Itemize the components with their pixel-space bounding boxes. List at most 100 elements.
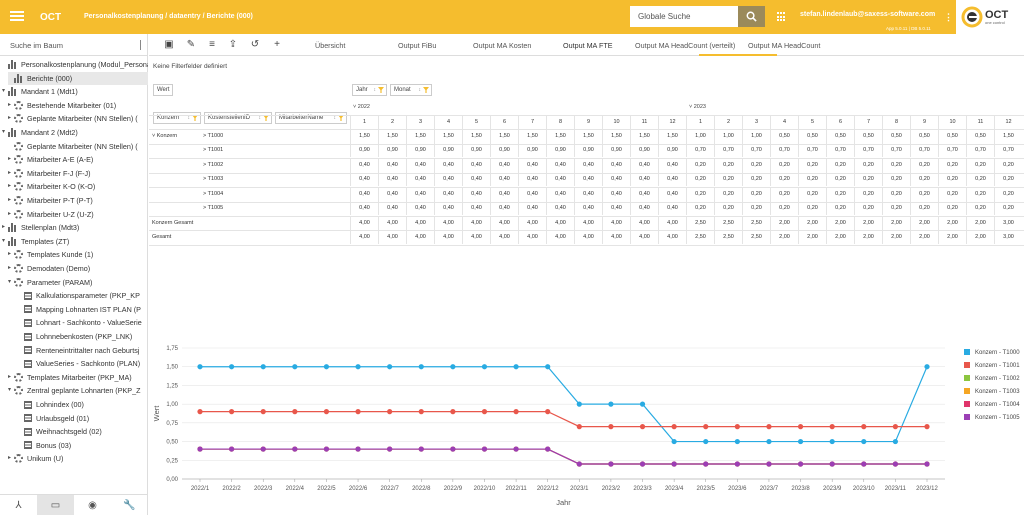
- card-icon[interactable]: ▭: [37, 495, 74, 515]
- tree-node[interactable]: ▸ Mitarbeiter F-J (F-J): [8, 167, 91, 180]
- chevron-down-icon[interactable]: ▾: [2, 88, 6, 95]
- resize-handle[interactable]: [140, 40, 141, 50]
- chevron-down-icon[interactable]: ▾: [8, 278, 12, 285]
- table-cell: 0,20: [798, 201, 826, 215]
- tree-node[interactable]: ▸ Mitarbeiter K-O (K-O): [8, 180, 95, 193]
- wrench-icon[interactable]: ✎: [186, 39, 196, 50]
- tree-node[interactable]: ▸ Bestehende Mitarbeiter (01): [8, 99, 116, 112]
- table-cell: 0,20: [714, 172, 742, 187]
- tree-node[interactable]: ▾ Mandant 2 (Mdt2): [2, 126, 78, 139]
- tree-node[interactable]: ▸ Geplante Mitarbeiter (NN Stellen) (: [8, 112, 138, 125]
- tab-output-ma-kosten[interactable]: Output MA Kosten: [473, 41, 532, 50]
- chevron-right-icon[interactable]: ▸: [8, 455, 12, 462]
- chevron-right-icon[interactable]: ▸: [8, 101, 12, 108]
- tab-output-ma-headcount-verteilt[interactable]: Output MA HeadCount (verteilt): [635, 41, 736, 50]
- chevron-down-icon[interactable]: ▾: [8, 387, 12, 394]
- chevron-right-icon[interactable]: ▸: [8, 156, 12, 163]
- tree-node[interactable]: Lohnnebenkosten (PKP_LNK): [18, 330, 132, 343]
- card-icon[interactable]: ▣: [164, 39, 174, 50]
- tree-node[interactable]: ▸ Unikum (U): [8, 452, 63, 465]
- apps-grid-icon[interactable]: [777, 12, 787, 22]
- data-point: [450, 364, 456, 370]
- filter-icon[interactable]: [263, 115, 269, 121]
- tree-node[interactable]: Berichte (000): [8, 71, 148, 85]
- chevron-right-icon[interactable]: ▸: [8, 183, 12, 190]
- tree-node[interactable]: Kalkulationsparameter (PKP_KP: [18, 289, 140, 302]
- search-button[interactable]: [738, 6, 765, 27]
- column-field-jahr[interactable]: Jahr ↕: [352, 84, 387, 96]
- chevron-right-icon[interactable]: ▸: [8, 210, 12, 217]
- filter-icon[interactable]: [423, 87, 429, 93]
- chevron-right-icon[interactable]: ▸: [8, 115, 12, 122]
- global-search-input[interactable]: [630, 6, 738, 27]
- tree-node[interactable]: ValueSeries - Sachkonto (PLAN): [18, 357, 140, 370]
- menu-icon[interactable]: [10, 9, 24, 23]
- tree-node[interactable]: ▸ Mitarbeiter A-E (A-E): [8, 153, 93, 166]
- search-icon: [746, 11, 757, 22]
- table-cell: 0,50: [826, 129, 854, 143]
- tab-output-fibu[interactable]: Output FiBu: [398, 41, 437, 50]
- tree-node[interactable]: Weihnachtsgeld (02): [18, 425, 102, 438]
- data-field-wert[interactable]: Wert: [153, 84, 173, 96]
- filter-icon[interactable]: [378, 87, 384, 93]
- tree-node[interactable]: ▾ Mandant 1 (Mdt1): [2, 85, 78, 98]
- data-point: [892, 438, 898, 445]
- chevron-right-icon[interactable]: ▸: [2, 224, 6, 231]
- chevron-right-icon[interactable]: ▸: [8, 265, 12, 271]
- tab-uebersicht[interactable]: Übersicht: [315, 41, 346, 50]
- filter-icon[interactable]: [192, 115, 198, 121]
- tree-node[interactable]: Bonus (03): [18, 439, 71, 452]
- total-cell: 2,50: [714, 230, 742, 245]
- tree-node[interactable]: Urlaubsgeld (01): [18, 412, 89, 425]
- tree-node[interactable]: Personalkostenplanung (Modul_Persona: [2, 58, 148, 71]
- tree-node[interactable]: ▸ Templates Mitarbeiter (PKP_MA): [8, 371, 132, 384]
- chevron-right-icon[interactable]: ▸: [8, 197, 12, 203]
- data-point: [260, 364, 266, 370]
- table-cell: 1,00: [686, 129, 714, 143]
- add-icon[interactable]: +: [274, 39, 280, 50]
- table-cell: 1,50: [434, 129, 462, 143]
- chevron-right-icon[interactable]: ▸: [8, 169, 12, 176]
- filter-icon[interactable]: [338, 115, 344, 121]
- user-email[interactable]: stefan.lindenlaub@saxess-software.com: [800, 11, 936, 18]
- chevron-down-icon[interactable]: ▾: [2, 237, 6, 244]
- upload-icon[interactable]: ⇪: [228, 39, 238, 50]
- tree-node[interactable]: ▸ Stellenplan (Mdt3): [2, 221, 79, 234]
- tree-node-label: Mandant 1 (Mdt1): [21, 87, 78, 97]
- table-icon: [24, 441, 32, 450]
- history-icon[interactable]: ↺: [250, 39, 260, 50]
- table-cell: 0,40: [658, 186, 686, 201]
- table-cell: 0,40: [518, 186, 546, 201]
- tree-node-label: Lohnnebenkosten (PKP_LNK): [36, 332, 133, 341]
- eye-icon[interactable]: ◉: [88, 499, 97, 511]
- tree-search[interactable]: Suche im Baum: [0, 34, 147, 56]
- tree-node[interactable]: ▾ Templates (ZT): [2, 235, 69, 248]
- table-cell: 0,90: [630, 143, 658, 158]
- month-header: 3: [406, 115, 434, 129]
- tree-node[interactable]: Lohnindex (00): [18, 398, 84, 411]
- more-vert-icon[interactable]: ⋮: [944, 12, 953, 22]
- chevron-right-icon[interactable]: ▸: [8, 251, 12, 258]
- tab-output-ma-fte[interactable]: Output MA FTE: [563, 41, 613, 50]
- chevron-down-icon[interactable]: ▾: [2, 129, 6, 135]
- series-line: [200, 448, 927, 465]
- hierarchy-icon[interactable]: ⅄: [15, 499, 22, 511]
- tree-node[interactable]: ▾ Parameter (PARAM): [8, 276, 92, 289]
- table-cell: 0,20: [826, 201, 854, 215]
- list-edit-icon[interactable]: ≡: [209, 39, 215, 50]
- chevron-right-icon[interactable]: ▸: [8, 373, 12, 380]
- tree-node[interactable]: Renteneintrittalter nach Geburtsj: [18, 344, 139, 357]
- tab-output-ma-headcount[interactable]: Output MA HeadCount: [748, 41, 821, 50]
- gear-icon: [14, 155, 23, 165]
- wrench-icon[interactable]: 🔧: [123, 499, 136, 511]
- tree-node[interactable]: ▸ Demodaten (Demo): [8, 262, 90, 275]
- tree-node[interactable]: Mapping Lohnarten IST PLAN (P: [18, 303, 141, 316]
- tree-node[interactable]: ▸ Templates Kunde (1): [8, 248, 93, 261]
- app-logo[interactable]: OCT: [40, 12, 62, 23]
- column-field-monat[interactable]: Monat ↕: [390, 84, 432, 96]
- tree-node[interactable]: ▸ Mitarbeiter P-T (P-T): [8, 194, 93, 207]
- tree-node[interactable]: ▸ Mitarbeiter U-Z (U-Z): [8, 208, 94, 221]
- tree-node[interactable]: Geplante Mitarbeiter (NN Stellen) (: [8, 140, 138, 153]
- tree-node[interactable]: Lohnart - Sachkonto - ValueSerie: [18, 316, 142, 329]
- tree-node[interactable]: ▾ Zentral geplante Lohnarten (PKP_Z: [8, 384, 140, 397]
